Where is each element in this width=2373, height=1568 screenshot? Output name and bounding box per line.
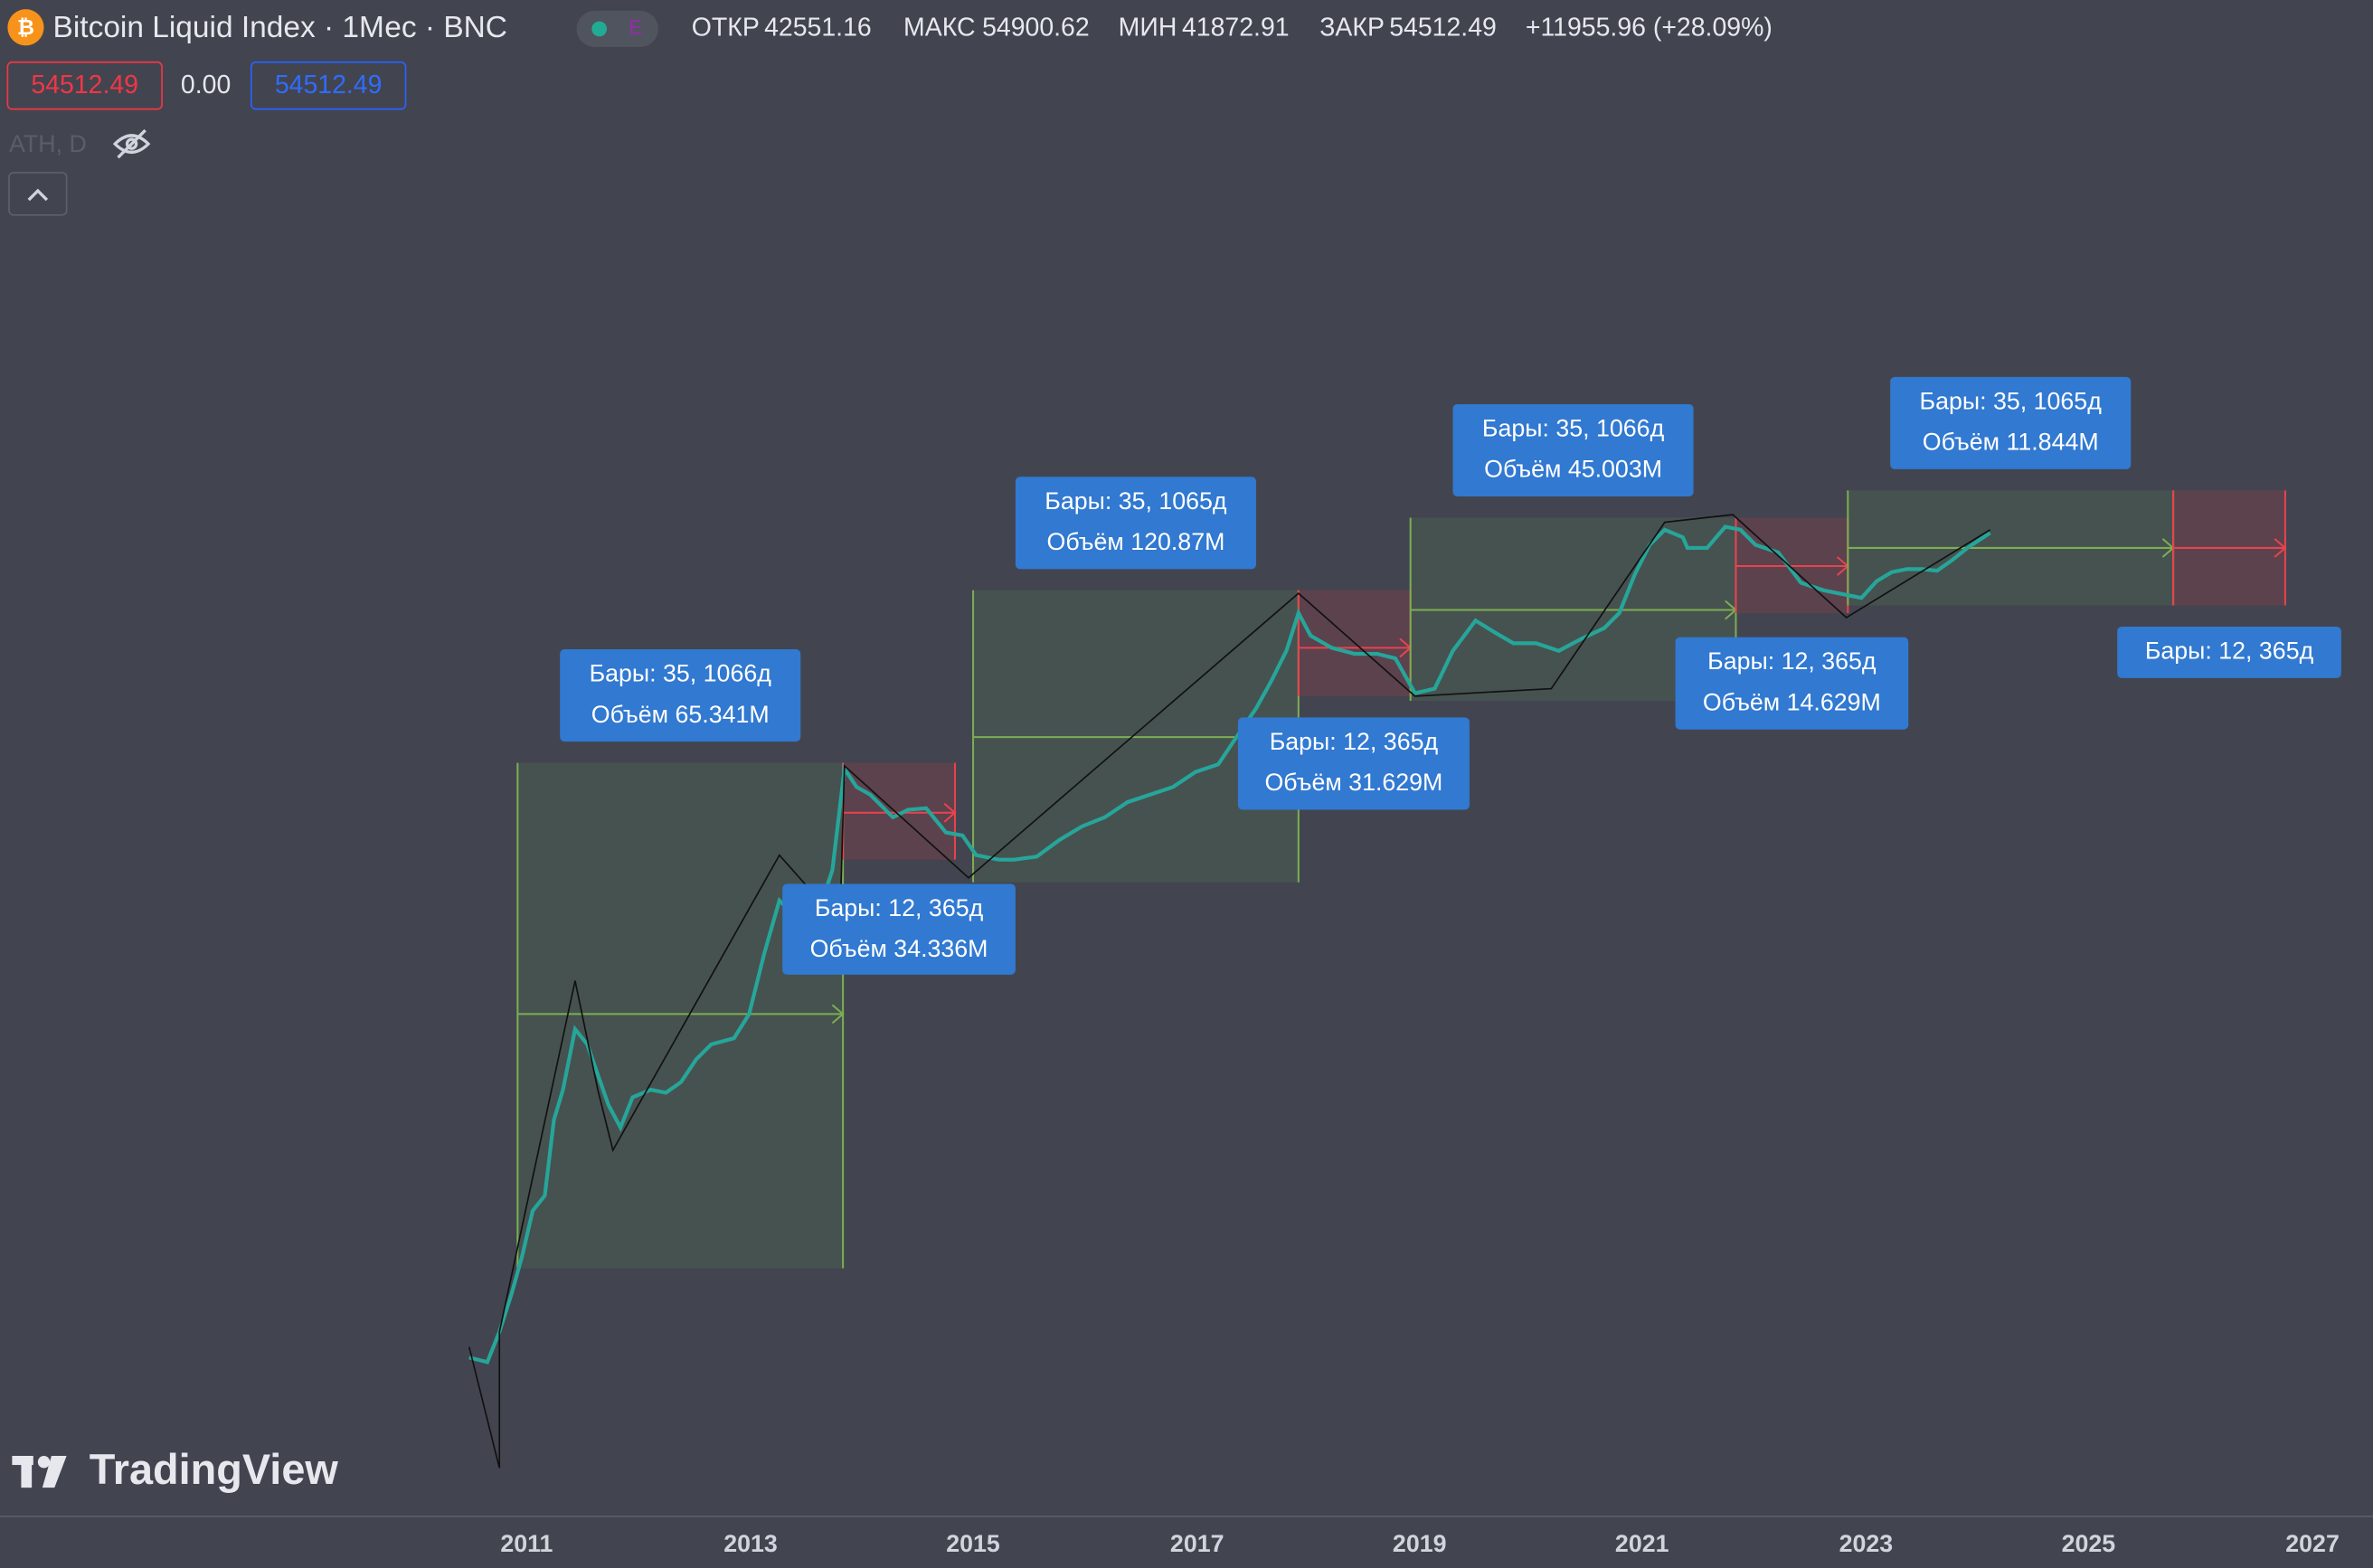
x-axis-label: 2011	[500, 1530, 553, 1557]
annotation-volume: Объём 65.341M	[591, 701, 770, 728]
annotation-bars: Бары: 12, 365д	[2145, 637, 2314, 664]
logo	[12, 1456, 67, 1488]
annotation-bars: Бары: 12, 365д	[1707, 647, 1877, 675]
ohlc-value: 42551.16	[764, 13, 872, 42]
ohlc-label: МАКС	[903, 13, 975, 42]
x-axis-label: 2017	[1170, 1530, 1224, 1557]
annotations: Бары: 35, 1066д Объём 65.341M Бары: 12, 36…	[560, 376, 2341, 975]
range-box	[517, 762, 844, 1269]
annotation-box	[1015, 477, 1256, 570]
x-axis-label: 2015	[946, 1530, 1000, 1557]
annotation-bars: Бары: 35, 1065д	[1920, 387, 2103, 414]
arrow-head	[2274, 538, 2287, 558]
btc-icon-glyph: ₿	[17, 15, 34, 39]
x-axis-label: 2019	[1393, 1530, 1447, 1557]
watermark: TradingView	[90, 1446, 339, 1493]
arrow-head	[831, 1004, 845, 1025]
annotation-volume: Объём 31.629M	[1264, 769, 1442, 796]
annotation-box	[1452, 403, 1694, 497]
annotation-volume: Объём 45.003M	[1484, 456, 1662, 483]
ohlc: ОТКР 42551.16 МАКС 54900.62 МИН 41872.91 ЗАКР 5…	[692, 13, 1497, 42]
annotation-volume: Объём 14.629M	[1703, 688, 1881, 715]
collapse-icon	[27, 188, 49, 202]
annotation-box	[1675, 637, 1909, 730]
toggle-dot	[591, 21, 608, 37]
bid: 54512.49	[31, 71, 138, 99]
annotation-bars: Бары: 12, 365д	[1270, 728, 1439, 755]
annotation-box	[1237, 717, 1470, 810]
ask-box[interactable]	[250, 61, 407, 110]
annotation-volume: Объём 34.336M	[810, 935, 988, 962]
collapse-button[interactable]	[8, 172, 68, 216]
price-shadow	[468, 514, 1991, 1469]
ask: 54512.49	[275, 71, 383, 99]
spread: 0.00	[181, 71, 231, 99]
annotation-box	[560, 649, 801, 742]
bid-box[interactable]	[6, 61, 163, 110]
x-axis-label: 2023	[1839, 1530, 1894, 1557]
arrow-head	[943, 802, 957, 823]
symbol: Bitcoin Liquid Index · 1Мес · BNC	[53, 11, 507, 44]
range-box	[843, 762, 955, 860]
x-axis-label: 2025	[2062, 1530, 2116, 1557]
x-axis-label: 2027	[2285, 1530, 2340, 1557]
change: +11955.96 (+28.09%)	[1526, 13, 1773, 42]
toggle[interactable]	[576, 10, 658, 48]
x-axis-label: 2013	[723, 1530, 778, 1557]
ohlc-label: МИН	[1119, 13, 1177, 42]
annotation-bars: Бары: 35, 1066д	[590, 660, 772, 687]
x-axis-label: 2021	[1615, 1530, 1669, 1557]
ohlc-value: 54900.62	[982, 13, 1090, 42]
toggle-badge: E	[629, 16, 643, 39]
annotation-volume: Объём 120.87M	[1047, 528, 1225, 555]
annotation-box	[2117, 626, 2341, 678]
annotation-volume: Объём 11.844M	[1923, 429, 2099, 456]
ohlc-label: ОТКР	[692, 13, 760, 42]
annotation-bars: Бары: 35, 1066д	[1482, 414, 1665, 441]
btc-icon	[7, 9, 44, 46]
indicator: ATH, D	[9, 130, 87, 157]
annotation-bars: Бары: 12, 365д	[815, 894, 984, 921]
annotation-box	[782, 883, 1016, 975]
x-axis: 2011 2013 2015 2017 2019 2021 2023 2025 2027	[500, 1530, 2340, 1557]
annotation-box	[1890, 376, 2132, 469]
ohlc-label: ЗАКР	[1319, 13, 1385, 42]
price-line	[468, 524, 1991, 1365]
eye-icon[interactable]	[112, 128, 151, 159]
ohlc-value: 41872.91	[1182, 13, 1290, 42]
annotation-bars: Бары: 35, 1065д	[1045, 487, 1227, 515]
ohlc-value: 54512.49	[1389, 13, 1497, 42]
